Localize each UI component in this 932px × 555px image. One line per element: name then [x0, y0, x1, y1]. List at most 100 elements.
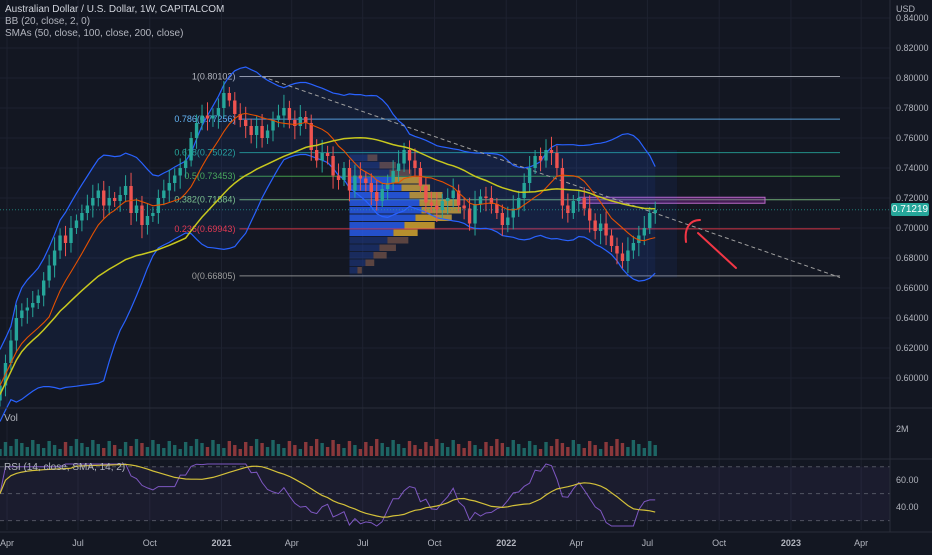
candle-body [653, 210, 657, 213]
volume-bar [227, 441, 232, 456]
profile-bin [349, 154, 368, 161]
volume-bar [473, 445, 477, 456]
price-tick-label: 0.80000 [896, 73, 929, 83]
time-tick-label: Apr [569, 538, 583, 548]
volume-bar [407, 441, 412, 456]
time-tick-label: Jul [642, 538, 654, 548]
profile-bin [349, 252, 374, 259]
volume-bar [424, 442, 428, 456]
candle-body [134, 205, 139, 213]
candle-body [52, 250, 57, 266]
sma-legend[interactable]: SMAs (50, close, 100, close, 200, close) [5, 28, 184, 39]
candle-body [648, 213, 652, 228]
trendline[interactable] [261, 76, 841, 278]
grid-lines [0, 0, 890, 530]
profile-bin-sell [373, 252, 387, 259]
vol-legend[interactable]: Vol [4, 413, 18, 424]
candle-body [14, 318, 19, 341]
candlesticks[interactable] [0, 81, 657, 407]
volume-bar [358, 449, 363, 456]
candle-body [238, 114, 242, 120]
candle-body [527, 168, 532, 183]
volume-bar [637, 444, 641, 456]
profile-bin-sell [419, 199, 458, 206]
volume-bar [462, 448, 466, 456]
time-tick-label: Jul [72, 538, 84, 548]
volume-bar [369, 446, 373, 456]
volume-bar [162, 448, 166, 456]
time-tick-label: Oct [712, 538, 727, 548]
bb-legend[interactable]: BB (20, close, 2, 0) [5, 16, 91, 27]
profile-bin [349, 214, 416, 221]
volume-bar [47, 441, 51, 456]
profile-bin [349, 184, 402, 191]
profile-bin [349, 259, 366, 266]
candle-body [96, 190, 100, 198]
candle-body [189, 138, 193, 161]
candle-body [145, 216, 150, 225]
time-tick-label: Oct [143, 538, 158, 548]
volume-bar [293, 445, 297, 456]
volume-bar [484, 442, 488, 456]
rsi-tick-label: 40.00 [896, 502, 919, 512]
candle-body [456, 190, 461, 206]
rsi-legend[interactable]: RSI (14, close, SMA, 14, 2) [4, 462, 126, 473]
candle-body [74, 220, 79, 228]
candle-body [473, 204, 477, 224]
candle-body [533, 156, 537, 168]
volume-bar [347, 441, 352, 456]
volume-bar [506, 447, 510, 456]
profile-bin [349, 177, 395, 184]
volume-bar [173, 445, 177, 456]
volume-bar [298, 449, 302, 456]
profile-bin [349, 222, 405, 229]
volume-bar [314, 439, 319, 456]
volume-bar [200, 443, 204, 456]
rsi-line [0, 463, 656, 527]
volume-bar [511, 440, 515, 456]
candle-body [298, 117, 302, 126]
volume-bar [194, 439, 199, 456]
candle-body [588, 208, 592, 221]
candle-body [63, 235, 68, 243]
volume-bar [620, 443, 625, 456]
volume-bar [244, 442, 248, 456]
volume-pane[interactable] [0, 439, 657, 456]
time-tick-label: Jul [357, 538, 369, 548]
volume-bar [211, 440, 215, 456]
volume-bar [309, 446, 313, 456]
volume-bar [653, 445, 657, 456]
candle-body [522, 183, 526, 198]
candle-body [555, 153, 559, 168]
volume-bar [440, 443, 444, 456]
profile-bin-sell [357, 267, 362, 274]
volume-bar [3, 442, 8, 456]
volume-bar [276, 444, 281, 456]
candle-body [440, 201, 444, 210]
volume-bar [85, 447, 90, 456]
volume-bar [287, 441, 292, 456]
volume-bar [325, 447, 330, 456]
annotations[interactable] [684, 219, 737, 269]
rsi-pane[interactable] [0, 463, 890, 527]
volume-bar [391, 440, 395, 456]
candle-body [538, 156, 543, 161]
volume-bar [396, 444, 401, 456]
volume-bar [167, 441, 171, 456]
candle-body [462, 205, 466, 209]
volume-bar [282, 448, 286, 456]
profile-bin [349, 162, 380, 169]
candle-body [80, 213, 84, 221]
profile-bin-sell [415, 214, 452, 221]
profile-bin [349, 244, 380, 251]
candle-body [123, 186, 128, 195]
profile-bin [349, 192, 410, 199]
candle-body [391, 171, 395, 183]
profile-bin-sell [404, 222, 435, 229]
volume-bar [222, 448, 226, 456]
candle-body [424, 186, 428, 203]
candle-body [637, 235, 641, 243]
